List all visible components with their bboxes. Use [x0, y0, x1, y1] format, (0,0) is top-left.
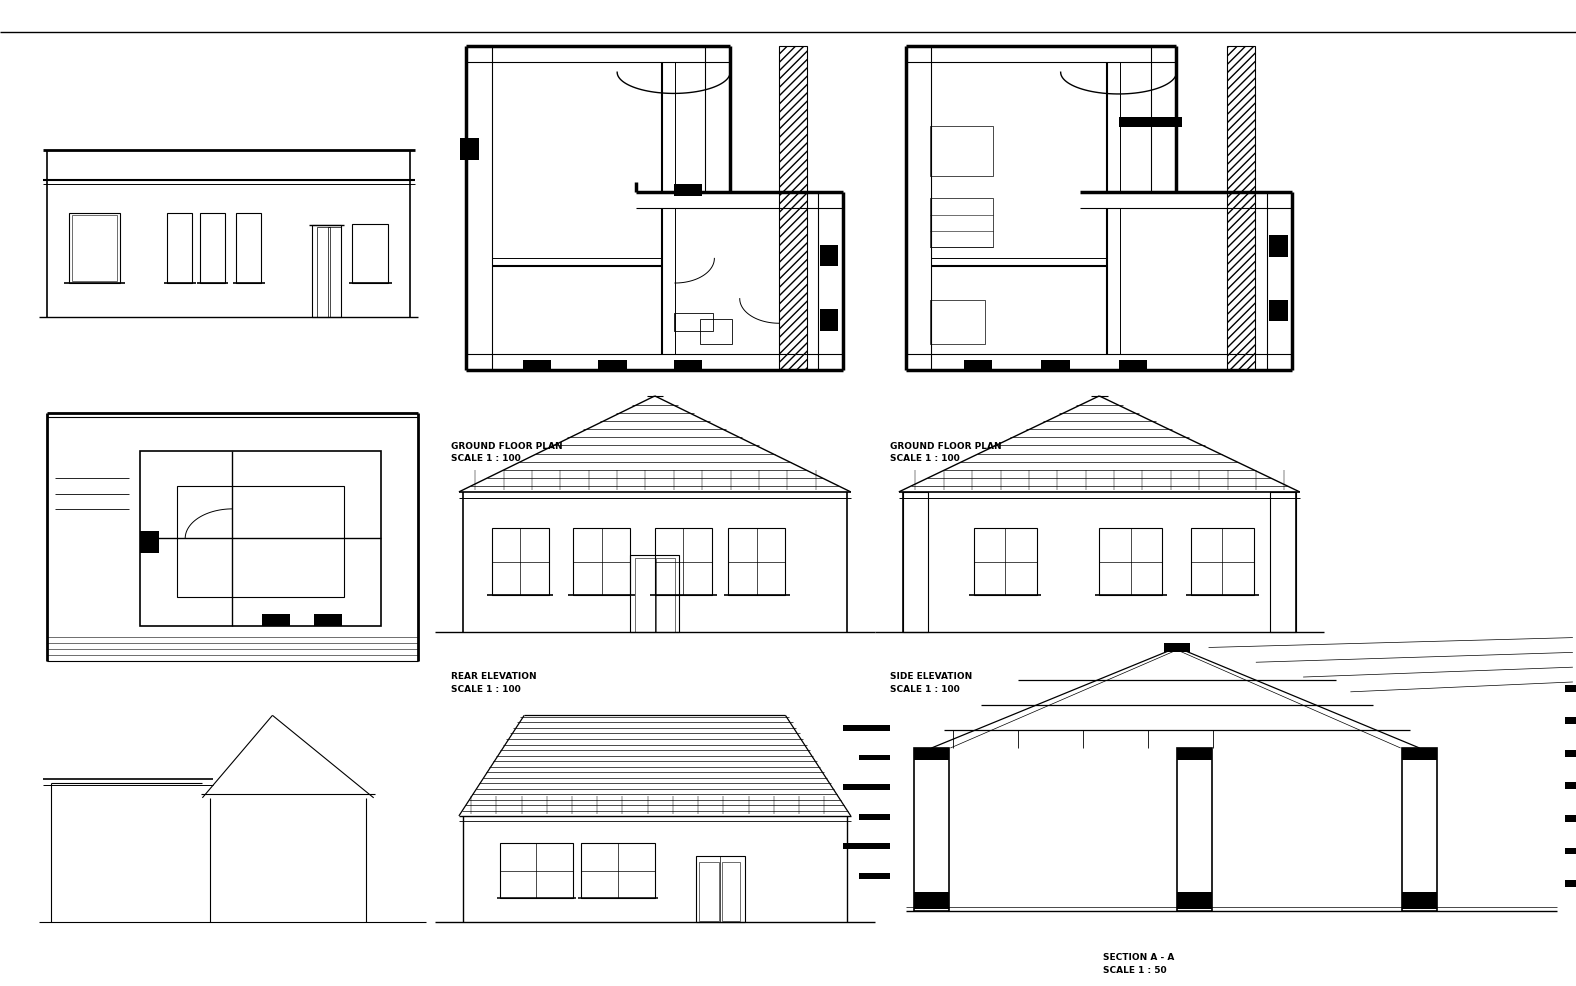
Bar [779, 192, 807, 370]
Bar [700, 319, 731, 344]
Bar [930, 126, 993, 176]
Bar [314, 614, 342, 626]
Bar [779, 46, 807, 192]
Bar [843, 843, 890, 849]
Bar [460, 138, 479, 160]
Bar [654, 528, 712, 596]
Bar [965, 360, 993, 372]
Bar [262, 614, 290, 626]
Bar [914, 748, 949, 760]
Bar [820, 310, 838, 331]
Bar [974, 528, 1037, 596]
Bar [859, 754, 890, 760]
Bar [312, 225, 342, 317]
Bar [930, 197, 993, 246]
Bar [673, 360, 701, 372]
Bar [72, 215, 117, 281]
Text: REAR ELEVATION
SCALE 1 : 100: REAR ELEVATION SCALE 1 : 100 [451, 672, 536, 694]
Bar [914, 748, 949, 911]
Bar [1191, 528, 1254, 596]
Bar [574, 528, 630, 596]
Bar [1177, 891, 1212, 909]
Bar [930, 300, 985, 344]
Bar [1177, 748, 1212, 760]
Text: SECTION A - A
SCALE 1 : 50: SECTION A - A SCALE 1 : 50 [1103, 953, 1174, 975]
Bar [328, 227, 342, 317]
Bar [140, 531, 159, 553]
Bar [1042, 360, 1070, 372]
Bar [728, 528, 785, 596]
Bar [859, 813, 890, 819]
Bar [1403, 891, 1437, 909]
Bar [1226, 46, 1254, 192]
Bar [167, 213, 192, 283]
Bar [1098, 528, 1162, 596]
Bar [200, 213, 225, 283]
Bar [492, 528, 548, 596]
Bar [903, 492, 928, 631]
Bar [236, 213, 262, 283]
Bar [582, 843, 654, 898]
Bar [698, 862, 719, 921]
Bar [630, 555, 679, 631]
Bar [1119, 117, 1182, 127]
Bar [1565, 815, 1576, 822]
Bar [1565, 685, 1576, 692]
Text: SIDE ELEVATION
SCALE 1 : 100: SIDE ELEVATION SCALE 1 : 100 [890, 672, 972, 694]
Bar [1177, 748, 1212, 911]
Bar [500, 843, 574, 898]
Bar [1565, 783, 1576, 790]
Bar [1226, 192, 1254, 370]
Text: GROUND FLOOR PLAN
SCALE 1 : 100: GROUND FLOOR PLAN SCALE 1 : 100 [890, 442, 1002, 463]
Bar [820, 245, 838, 266]
Bar [722, 862, 739, 921]
Bar [1165, 643, 1190, 653]
Bar [656, 558, 675, 631]
Bar [673, 314, 712, 331]
Bar [673, 184, 701, 196]
Bar [1565, 750, 1576, 757]
Bar [523, 360, 552, 372]
Text: GROUND FLOOR PLAN
SCALE 1 : 100: GROUND FLOOR PLAN SCALE 1 : 100 [451, 442, 563, 463]
Bar [317, 227, 329, 317]
Bar [635, 558, 654, 631]
Bar [1403, 748, 1437, 760]
Bar [1565, 880, 1576, 887]
Bar [1565, 718, 1576, 725]
Bar [843, 725, 890, 731]
Bar [1269, 300, 1288, 321]
Bar [914, 891, 949, 909]
Bar [599, 360, 627, 372]
Bar [69, 213, 120, 283]
Bar [1119, 360, 1147, 372]
Bar [859, 873, 890, 879]
Bar [1270, 492, 1295, 631]
Bar [177, 486, 344, 597]
Bar [843, 784, 890, 790]
Bar [351, 224, 388, 283]
Bar [695, 856, 744, 922]
Bar [1403, 748, 1437, 911]
Bar [1269, 235, 1288, 256]
Bar [1565, 848, 1576, 855]
Bar [140, 452, 381, 626]
